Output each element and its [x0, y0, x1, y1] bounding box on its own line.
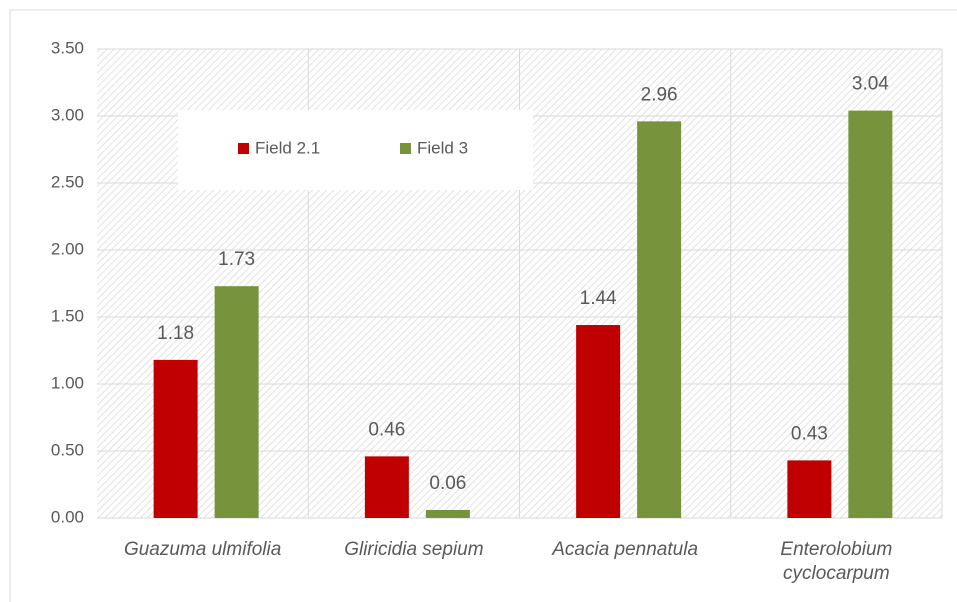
bar	[787, 460, 832, 518]
x-tick-label: Gliricidia sepium	[344, 539, 484, 560]
y-tick-label: 3.00	[51, 105, 84, 124]
y-tick-label: 1.50	[51, 306, 84, 325]
bar	[364, 456, 409, 518]
y-tick-label: 1.00	[51, 373, 84, 392]
legend-box	[178, 110, 533, 190]
x-tick-label: Acacia pennatula	[552, 539, 699, 560]
value-label: 1.18	[157, 323, 194, 344]
legend-swatch	[238, 143, 249, 154]
bar	[214, 286, 259, 518]
legend-swatch	[400, 143, 411, 154]
y-tick-label: 0.00	[51, 507, 84, 526]
bar	[848, 110, 893, 518]
value-label: 0.06	[429, 473, 466, 494]
chart-border	[9, 9, 957, 602]
x-tick-label: Guazuma ulmifolia	[123, 539, 282, 560]
value-label: 0.46	[368, 419, 405, 440]
bar	[637, 121, 682, 519]
bar	[425, 509, 470, 518]
value-label: 2.96	[641, 84, 678, 105]
x-tick-label: Enterolobium cyclocarpum	[780, 539, 893, 584]
bar	[576, 325, 621, 518]
y-tick-label: 2.00	[51, 239, 84, 258]
legend-label: Field 2.1	[255, 138, 320, 157]
bar	[153, 359, 198, 518]
y-tick-label: 3.50	[51, 38, 84, 57]
legend-label: Field 3	[417, 138, 468, 157]
value-label: 1.44	[580, 288, 617, 309]
value-label: 0.43	[791, 423, 828, 444]
y-tick-label: 2.50	[51, 172, 84, 191]
value-label: 3.04	[852, 74, 889, 95]
y-tick-label: 0.50	[51, 440, 84, 459]
value-label: 1.73	[218, 249, 255, 270]
